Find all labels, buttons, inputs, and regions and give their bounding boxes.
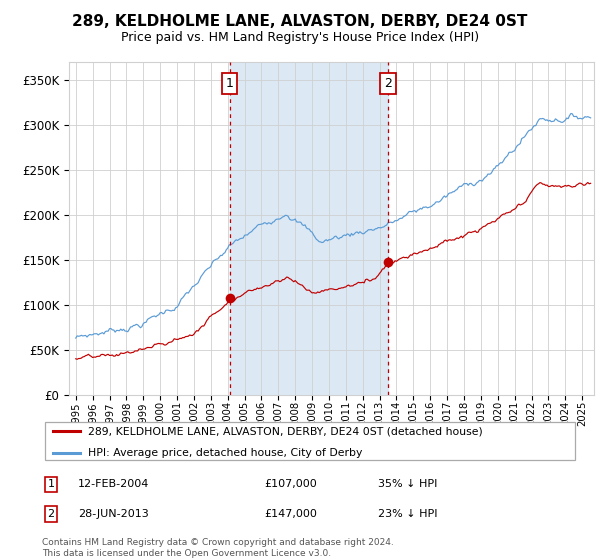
- FancyBboxPatch shape: [44, 422, 575, 460]
- Text: 1: 1: [226, 77, 233, 90]
- Text: 12-FEB-2004: 12-FEB-2004: [78, 479, 149, 489]
- Text: 23% ↓ HPI: 23% ↓ HPI: [378, 509, 437, 519]
- Text: 2: 2: [47, 509, 55, 519]
- Bar: [230, 62, 388, 395]
- Text: HPI: Average price, detached house, City of Derby: HPI: Average price, detached house, City…: [88, 448, 362, 458]
- Text: 2: 2: [384, 77, 392, 90]
- Text: Contains HM Land Registry data © Crown copyright and database right 2024.: Contains HM Land Registry data © Crown c…: [42, 538, 394, 547]
- Text: 28-JUN-2013: 28-JUN-2013: [78, 509, 149, 519]
- Text: This data is licensed under the Open Government Licence v3.0.: This data is licensed under the Open Gov…: [42, 549, 331, 558]
- Text: 289, KELDHOLME LANE, ALVASTON, DERBY, DE24 0ST: 289, KELDHOLME LANE, ALVASTON, DERBY, DE…: [73, 14, 527, 29]
- Text: Price paid vs. HM Land Registry's House Price Index (HPI): Price paid vs. HM Land Registry's House …: [121, 31, 479, 44]
- Text: £107,000: £107,000: [264, 479, 317, 489]
- Text: 1: 1: [47, 479, 55, 489]
- Text: £147,000: £147,000: [264, 509, 317, 519]
- Text: 289, KELDHOLME LANE, ALVASTON, DERBY, DE24 0ST (detached house): 289, KELDHOLME LANE, ALVASTON, DERBY, DE…: [88, 426, 482, 436]
- Text: 35% ↓ HPI: 35% ↓ HPI: [378, 479, 437, 489]
